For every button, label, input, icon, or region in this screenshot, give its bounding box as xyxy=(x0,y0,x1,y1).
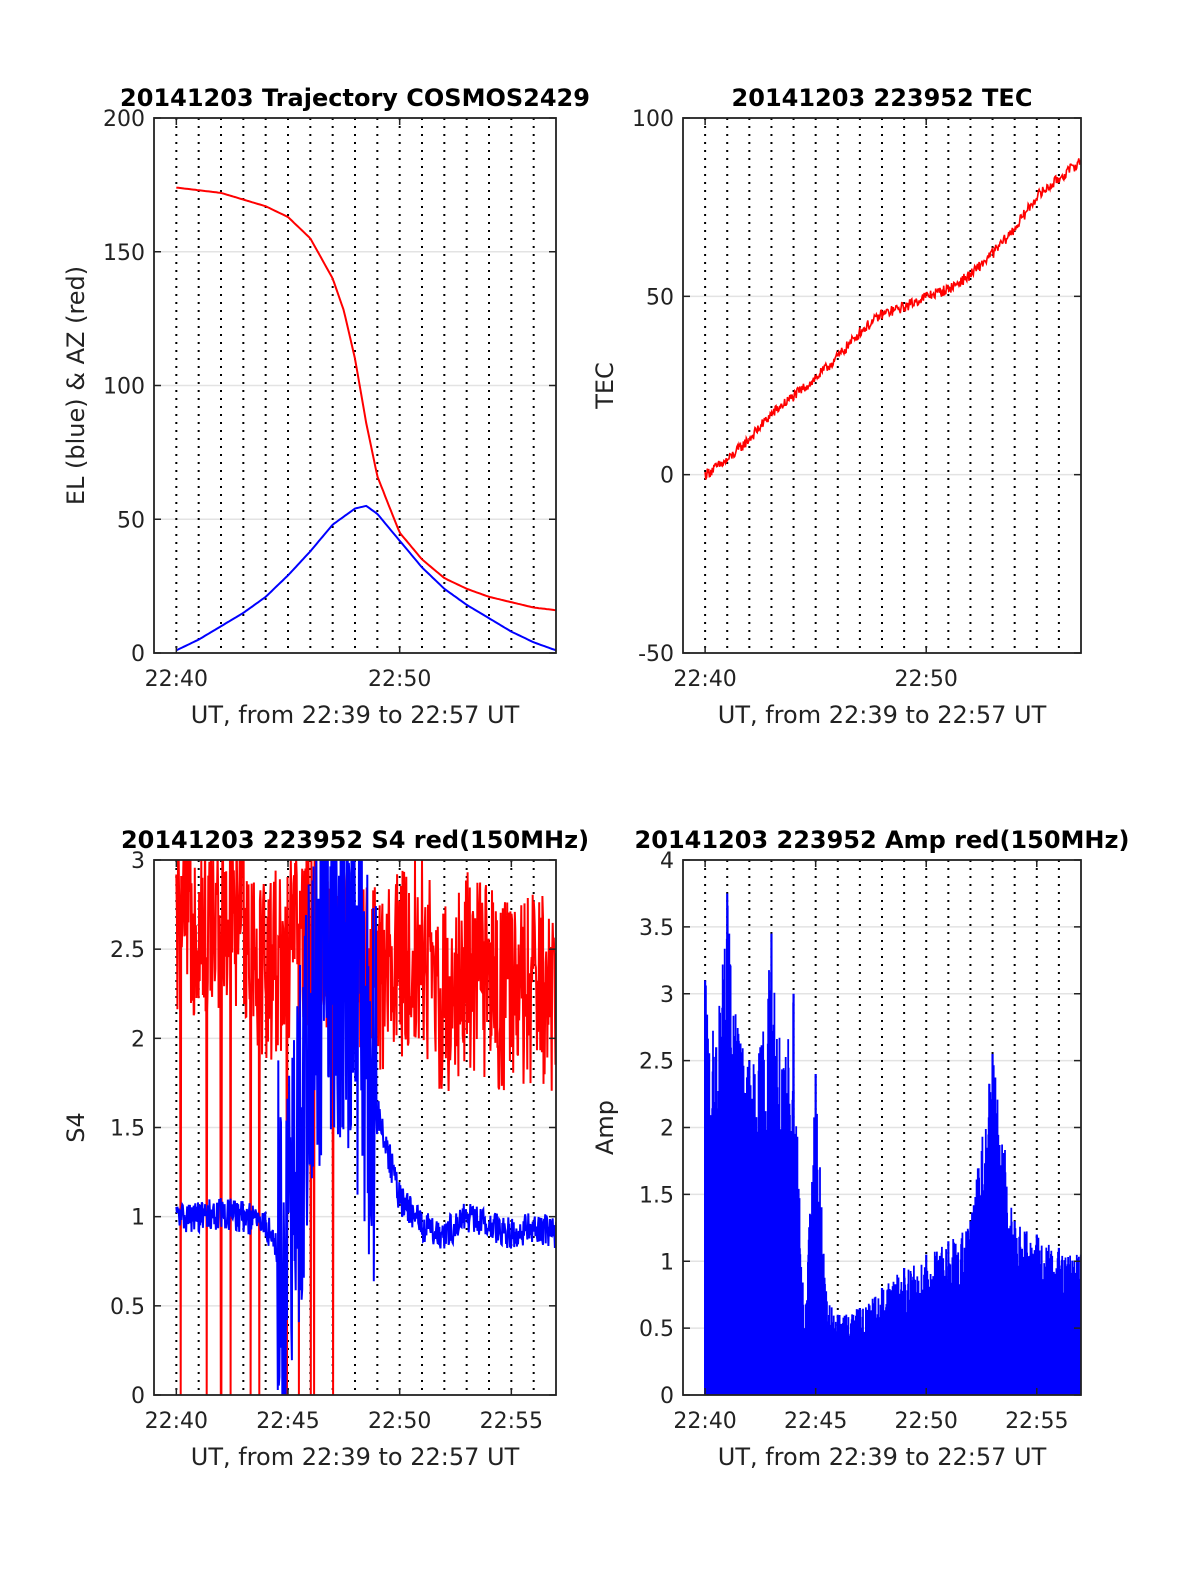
chart-panel-4: 0 0.5 1 1.5 2 2.5 3 3.5 4 22:40 22:45 22:50 22:55 201… xyxy=(591,826,1129,1471)
y-tick-label: 50 xyxy=(117,508,145,533)
x-tick-label: 22:55 xyxy=(1005,1409,1068,1434)
x-tick-label: 22:45 xyxy=(784,1409,847,1434)
y-tick-label: 1 xyxy=(660,1250,674,1275)
y-tick-label: 2 xyxy=(131,1027,145,1052)
series-line-1 xyxy=(176,186,556,612)
y-tick-label: 3 xyxy=(660,983,674,1008)
x-tick-label: 22:50 xyxy=(895,667,958,692)
y-tick-label: 2.5 xyxy=(639,1050,674,1075)
plot-area xyxy=(704,893,1081,1395)
series-line-1 xyxy=(175,860,556,1395)
y-tick-label: 0 xyxy=(660,1384,674,1409)
y-tick-label: 4 xyxy=(660,849,674,874)
y-tick-label: 0.5 xyxy=(639,1317,674,1342)
y-axis-label: S4 xyxy=(62,1112,90,1143)
y-tick-label: 0 xyxy=(131,1384,145,1409)
y-tick-label: 2 xyxy=(660,1117,674,1142)
y-axis-label: TEC xyxy=(591,362,619,410)
chart-title: 20141203 223952 Amp red(150MHz) xyxy=(635,826,1130,854)
x-axis-label: UT, from 22:39 to 22:57 UT xyxy=(718,1443,1047,1471)
y-tick-label: 1.5 xyxy=(639,1183,674,1208)
x-axis-label: UT, from 22:39 to 22:57 UT xyxy=(718,701,1047,729)
x-tick-label: 22:50 xyxy=(895,1409,958,1434)
plot-area xyxy=(175,860,556,1395)
y-axis-label: Amp xyxy=(591,1100,619,1155)
y-tick-label: 100 xyxy=(632,107,674,132)
x-axis-label: UT, from 22:39 to 22:57 UT xyxy=(191,701,520,729)
y-tick-label: 1 xyxy=(131,1206,145,1231)
chart-title: 20141203 223952 TEC xyxy=(732,84,1033,112)
y-tick-label: 0.5 xyxy=(110,1295,145,1320)
x-tick-label: 22:45 xyxy=(256,1409,319,1434)
chart-title: 20141203 Trajectory COSMOS2429 xyxy=(120,84,590,112)
y-tick-label: 1.5 xyxy=(110,1117,145,1142)
y-tick-label: 3.5 xyxy=(639,916,674,941)
plot-area xyxy=(175,186,556,652)
plot-area xyxy=(704,158,1081,480)
x-tick-label: 22:40 xyxy=(673,1409,736,1434)
y-tick-label: 0 xyxy=(131,642,145,667)
series-line-2 xyxy=(175,860,556,1395)
chart-panel-2: -50 0 50 100 22:40 22:50 20141203 223952 TEC UT… xyxy=(591,84,1082,729)
series-line-2 xyxy=(175,504,556,652)
chart-title: 20141203 223952 S4 red(150MHz) xyxy=(121,826,589,854)
y-axis-label: EL (blue) & AZ (red) xyxy=(62,266,90,505)
y-tick-label: 0 xyxy=(660,464,674,489)
y-tick-label: 50 xyxy=(646,285,674,310)
x-tick-label: 22:55 xyxy=(480,1409,543,1434)
x-axis-label: UT, from 22:39 to 22:57 UT xyxy=(191,1443,520,1471)
y-tick-label: 100 xyxy=(103,375,145,400)
y-tick-label: 200 xyxy=(103,107,145,132)
x-tick-label: 22:40 xyxy=(145,1409,208,1434)
x-tick-label: 22:40 xyxy=(673,667,736,692)
x-tick-label: 22:50 xyxy=(368,1409,431,1434)
chart-panel-3: 0 0.5 1 1.5 2 2.5 3 22:40 22:45 22:50 22:55 2014120… xyxy=(62,826,589,1471)
chart-panel-1: 0 50 100 150 200 22:40 22:50 20141203 Trajector… xyxy=(62,84,590,729)
y-tick-label: 3 xyxy=(131,849,145,874)
axes-frame xyxy=(682,117,1082,654)
x-tick-label: 22:50 xyxy=(368,667,431,692)
y-tick-label: -50 xyxy=(638,642,674,667)
y-tick-label: 150 xyxy=(103,241,145,266)
series-line-1 xyxy=(704,158,1081,480)
x-tick-label: 22:40 xyxy=(145,667,208,692)
y-tick-label: 2.5 xyxy=(110,938,145,963)
